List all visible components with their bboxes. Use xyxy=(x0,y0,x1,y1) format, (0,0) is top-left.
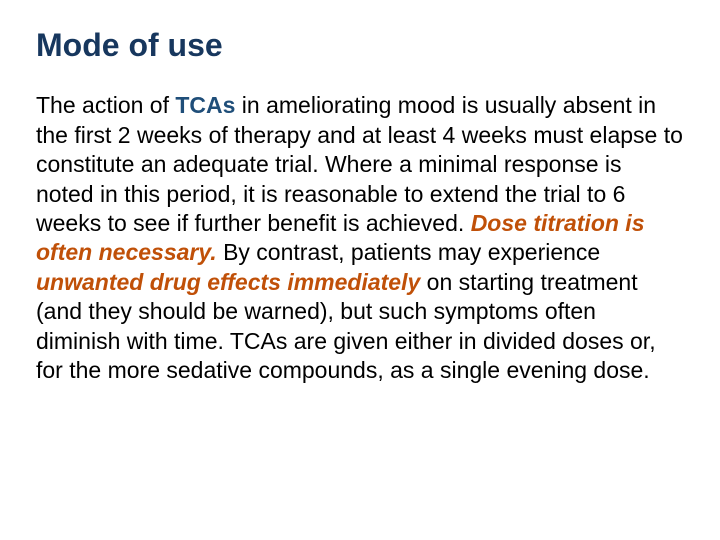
slide: Mode of use The action of TCAs in amelio… xyxy=(0,0,720,540)
slide-title: Mode of use xyxy=(36,28,684,63)
body-text-2a: By contrast, patients may experience xyxy=(217,239,601,265)
tcas-term: TCAs xyxy=(175,92,235,118)
highlight-unwanted-effects: unwanted drug effects immediately xyxy=(36,269,420,295)
slide-body: The action of TCAs in ameliorating mood … xyxy=(36,91,684,385)
body-text-1a: The action of xyxy=(36,92,175,118)
